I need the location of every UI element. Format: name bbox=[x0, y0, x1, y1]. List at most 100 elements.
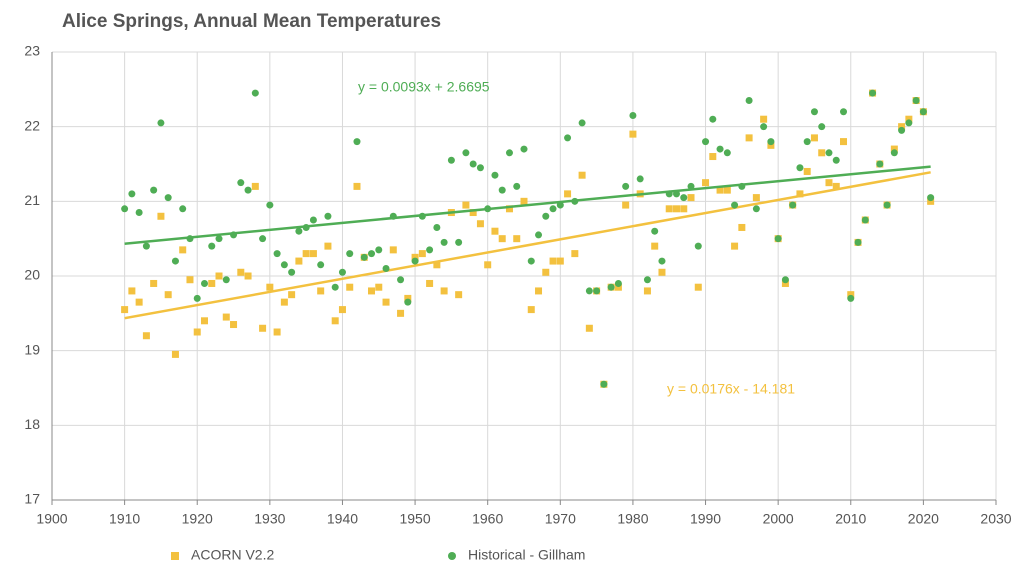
data-point bbox=[840, 138, 848, 146]
data-point bbox=[142, 332, 150, 340]
data-point bbox=[215, 272, 223, 280]
data-point bbox=[135, 298, 143, 306]
data-point bbox=[288, 291, 296, 299]
data-point bbox=[781, 276, 789, 284]
data-point bbox=[447, 156, 455, 164]
y-tick-label: 18 bbox=[24, 416, 40, 432]
data-point bbox=[309, 216, 317, 224]
data-point bbox=[789, 201, 797, 209]
data-point bbox=[527, 257, 535, 265]
legend-marker bbox=[171, 552, 179, 560]
data-point bbox=[571, 250, 579, 258]
data-point bbox=[723, 149, 731, 157]
data-point bbox=[193, 328, 201, 336]
data-point bbox=[404, 298, 412, 306]
data-point bbox=[353, 138, 361, 146]
data-point bbox=[150, 186, 158, 194]
data-point bbox=[164, 194, 172, 202]
data-point bbox=[295, 257, 303, 265]
data-point bbox=[614, 279, 622, 287]
data-point bbox=[251, 182, 259, 190]
y-tick-label: 22 bbox=[24, 117, 40, 133]
data-point bbox=[179, 205, 187, 213]
data-point bbox=[556, 257, 564, 265]
data-point bbox=[440, 238, 448, 246]
data-point bbox=[128, 190, 136, 198]
data-point bbox=[847, 294, 855, 302]
y-tick-label: 17 bbox=[24, 491, 40, 507]
data-point bbox=[738, 223, 746, 231]
data-point bbox=[397, 309, 405, 317]
data-point bbox=[150, 279, 158, 287]
data-point bbox=[585, 324, 593, 332]
data-point bbox=[832, 156, 840, 164]
data-point bbox=[418, 250, 426, 258]
data-point bbox=[273, 328, 281, 336]
data-point bbox=[716, 186, 724, 194]
data-point bbox=[927, 197, 935, 205]
data-point bbox=[767, 141, 775, 149]
data-point bbox=[520, 197, 528, 205]
data-point bbox=[375, 283, 383, 291]
data-point bbox=[702, 138, 710, 146]
data-point bbox=[810, 108, 818, 116]
data-point bbox=[760, 115, 768, 123]
data-point bbox=[752, 194, 760, 202]
data-point bbox=[760, 123, 768, 131]
data-point bbox=[426, 246, 434, 254]
y-tick-label: 23 bbox=[24, 43, 40, 59]
data-point bbox=[774, 235, 782, 243]
data-point bbox=[317, 287, 325, 295]
trendline bbox=[124, 165, 931, 245]
data-point bbox=[484, 261, 492, 269]
data-point bbox=[694, 283, 702, 291]
data-point bbox=[672, 205, 680, 213]
x-tick-label: 1930 bbox=[254, 511, 285, 527]
data-point bbox=[324, 212, 332, 220]
data-point bbox=[898, 123, 906, 131]
data-point bbox=[535, 231, 543, 239]
data-point bbox=[491, 171, 499, 179]
data-point bbox=[629, 130, 637, 138]
data-point bbox=[237, 268, 245, 276]
data-point bbox=[745, 134, 753, 142]
data-point bbox=[498, 186, 506, 194]
data-point bbox=[157, 212, 165, 220]
data-point bbox=[513, 235, 521, 243]
data-point bbox=[680, 194, 688, 202]
data-point bbox=[781, 279, 789, 287]
data-point bbox=[912, 97, 920, 105]
data-point bbox=[389, 246, 397, 254]
data-point bbox=[919, 108, 927, 116]
x-tick-label: 2010 bbox=[835, 511, 866, 527]
data-point bbox=[324, 242, 332, 250]
data-point bbox=[520, 145, 528, 153]
data-point bbox=[455, 238, 463, 246]
x-tick-label: 1990 bbox=[690, 511, 721, 527]
data-point bbox=[259, 235, 267, 243]
data-point bbox=[745, 97, 753, 105]
data-point bbox=[200, 279, 208, 287]
data-point bbox=[440, 287, 448, 295]
data-point bbox=[346, 250, 354, 258]
data-point bbox=[208, 279, 216, 287]
data-point bbox=[709, 115, 717, 123]
data-point bbox=[208, 242, 216, 250]
data-point bbox=[810, 134, 818, 142]
data-point bbox=[193, 294, 201, 302]
data-point bbox=[636, 175, 644, 183]
data-point bbox=[869, 89, 877, 97]
data-point bbox=[476, 164, 484, 172]
legend-label: ACORN V2.2 bbox=[191, 547, 274, 563]
data-point bbox=[179, 246, 187, 254]
data-point bbox=[469, 160, 477, 168]
data-point bbox=[498, 235, 506, 243]
data-point bbox=[404, 294, 412, 302]
x-tick-label: 1950 bbox=[399, 511, 430, 527]
data-point bbox=[353, 182, 361, 190]
data-point bbox=[251, 89, 259, 97]
data-point bbox=[338, 306, 346, 314]
data-point bbox=[171, 350, 179, 358]
data-point bbox=[411, 257, 419, 265]
data-point bbox=[375, 246, 383, 254]
